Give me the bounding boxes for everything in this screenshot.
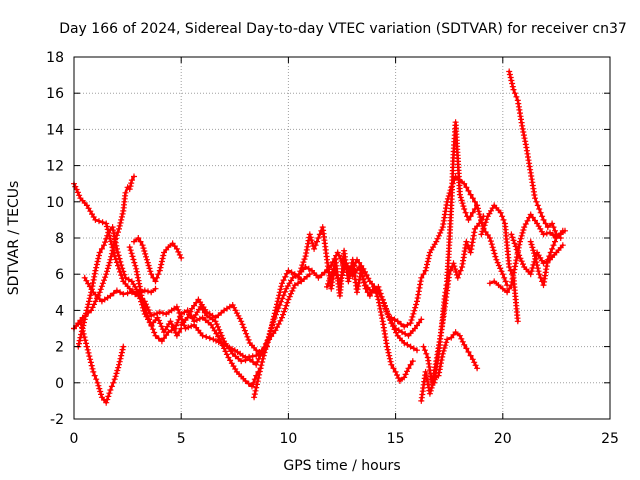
y-tick-label: 12 — [46, 159, 64, 175]
y-tick-label: 6 — [55, 267, 64, 283]
data-point-markers — [324, 260, 420, 354]
y-tick-labels: -2 0 2 4 6 8 10 12 14 16 18 — [46, 50, 64, 428]
series-line — [132, 236, 183, 283]
y-axis-label: SDTVAR / TECUs — [6, 181, 22, 296]
series-track-6 — [131, 235, 185, 285]
x-tick-label: 10 — [279, 431, 297, 447]
x-tick-labels: 0 5 10 15 20 25 — [70, 431, 619, 447]
series-track-16 — [431, 119, 481, 386]
x-tick-label: 15 — [387, 431, 405, 447]
y-tick-label: 8 — [55, 231, 64, 247]
x-tick-label: 25 — [601, 431, 619, 447]
series-track-9 — [178, 271, 313, 357]
y-tick-label: -2 — [50, 412, 64, 428]
y-tick-label: 2 — [55, 340, 64, 356]
axis-ticks — [73, 56, 611, 420]
data-point-markers — [478, 202, 521, 325]
series-track-18 — [506, 68, 564, 241]
y-tick-label: 10 — [46, 195, 64, 211]
data-point-markers — [508, 231, 566, 278]
series-track-12 — [324, 260, 420, 354]
x-axis-label: GPS time / hours — [283, 458, 400, 474]
chart-title: Day 166 of 2024, Sidereal Day-to-day VTE… — [59, 21, 627, 37]
y-tick-label: 16 — [46, 86, 64, 102]
x-tick-label: 0 — [70, 431, 79, 447]
series-track-20 — [508, 231, 566, 278]
data-point-markers — [431, 119, 481, 386]
y-tick-label: 18 — [46, 50, 64, 66]
series-track-14 — [418, 329, 481, 404]
x-tick-label: 5 — [177, 431, 186, 447]
data-point-markers — [527, 227, 568, 289]
x-tick-label: 20 — [494, 431, 512, 447]
y-tick-label: 14 — [46, 122, 64, 138]
y-tick-label: 0 — [55, 376, 64, 392]
data-point-markers — [506, 68, 564, 241]
series-track-21 — [527, 227, 568, 289]
data-point-markers — [418, 329, 481, 404]
data-point-markers — [388, 173, 511, 330]
data-point-markers — [178, 271, 313, 357]
data-point-markers — [131, 235, 185, 285]
y-tick-label: 4 — [55, 303, 64, 319]
